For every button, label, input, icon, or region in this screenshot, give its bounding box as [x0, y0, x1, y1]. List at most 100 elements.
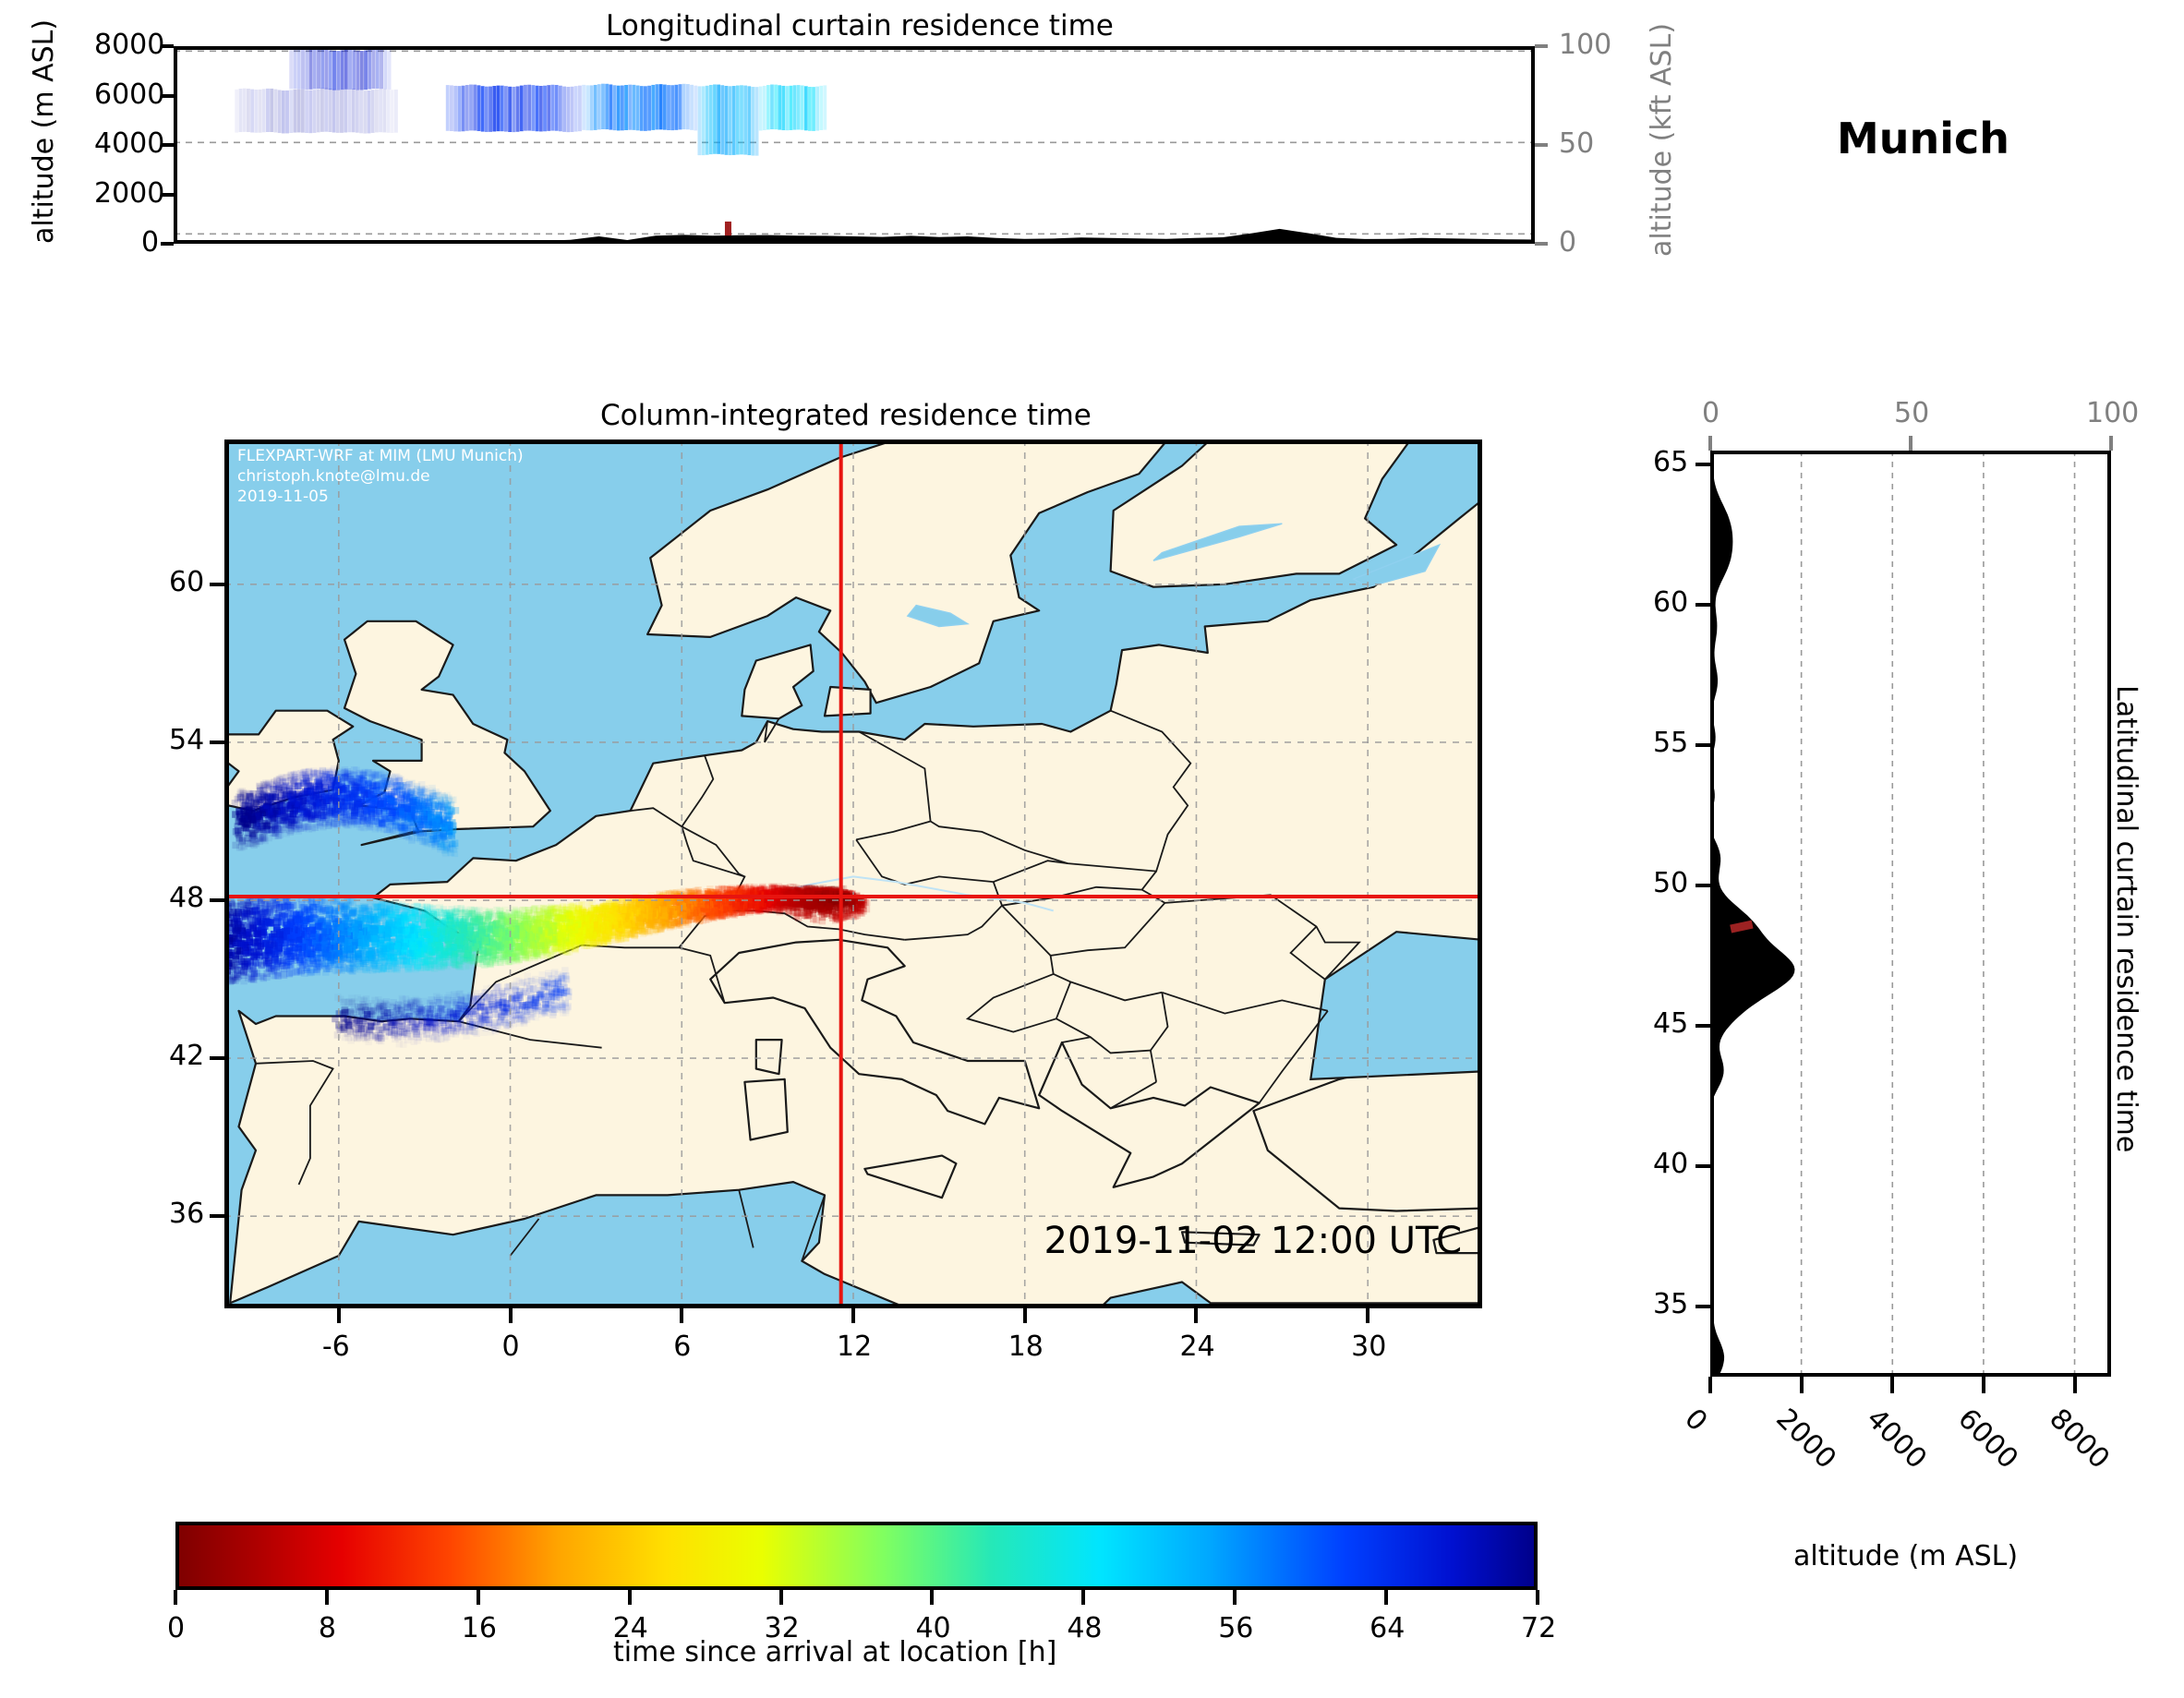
curtain-ytick-kft-50: 50: [1559, 127, 1595, 160]
tick-mark: [161, 143, 174, 147]
column-integrated-map[interactable]: FLEXPART-WRF at MIM (LMU Munich) christo…: [224, 440, 1482, 1308]
curtain-ytick-0: 0: [141, 226, 160, 259]
credit-line-1: FLEXPART-WRF at MIM (LMU Munich): [237, 447, 524, 465]
map-ytick-36: 36: [169, 1198, 205, 1231]
tick-mark: [508, 1308, 513, 1323]
colorbar-tick-16: 16: [461, 1612, 497, 1644]
map-title: Column-integrated residence time: [600, 399, 1092, 432]
colorbar[interactable]: [175, 1522, 1538, 1590]
map-xtick--6: -6: [321, 1331, 350, 1363]
tick-mark: [210, 898, 224, 902]
tick-mark: [210, 582, 224, 586]
tick-mark: [1233, 1590, 1237, 1605]
lat-xtick-kft-50: 50: [1894, 397, 1930, 429]
lat-ytick-65: 65: [1653, 446, 1689, 479]
tick-mark: [1708, 436, 1712, 451]
curtain-ytick-8000: 8000: [94, 29, 165, 61]
colorbar-tick-24: 24: [612, 1612, 648, 1644]
map-xtick-6: 6: [673, 1331, 692, 1363]
tick-mark: [1081, 1590, 1086, 1605]
tick-mark: [1981, 1377, 1985, 1393]
lat-panel-label: Latitudinal curtain residence time: [2110, 685, 2142, 1153]
terrain-profile: [174, 228, 1535, 244]
tick-mark: [210, 1056, 224, 1061]
map-ytick-60: 60: [169, 565, 205, 598]
tick-mark: [1799, 1377, 1804, 1393]
tick-mark: [1909, 436, 1913, 451]
tick-mark: [930, 1590, 935, 1605]
tick-mark: [1366, 1308, 1370, 1323]
tick-mark: [778, 1590, 783, 1605]
timestamp-label: 2019-11-02 12:00 UTC: [1044, 1220, 1462, 1262]
lat-xtick-2000: 2000: [1768, 1403, 1842, 1475]
map-xtick-24: 24: [1179, 1331, 1215, 1363]
colorbar-label: time since arrival at location [h]: [613, 1636, 1057, 1668]
plume-field: [224, 765, 871, 1044]
credit-line-2: christoph.knote@lmu.de: [237, 466, 430, 486]
map-ytick-42: 42: [169, 1040, 205, 1073]
lat-ytick-40: 40: [1653, 1148, 1689, 1181]
map-xtick-18: 18: [1008, 1331, 1044, 1363]
lat-xtick-0: 0: [1678, 1403, 1714, 1439]
map-xtick-0: 0: [501, 1331, 520, 1363]
tick-mark: [1384, 1590, 1389, 1605]
lat-ytick-60: 60: [1653, 586, 1689, 620]
latitudinal-curtain-plot[interactable]: [1710, 451, 2111, 1377]
tick-mark: [476, 1590, 480, 1605]
curtain-ytick-6000: 6000: [94, 78, 165, 111]
lat-canvas: [1710, 451, 2076, 1377]
colorbar-gradient: [179, 1525, 1534, 1586]
tick-mark: [161, 192, 174, 197]
tick-mark: [627, 1590, 632, 1605]
colorbar-tick-56: 56: [1218, 1612, 1254, 1644]
curtain-ytick-kft-100: 100: [1559, 29, 1612, 61]
lat-xtick-kft-0: 0: [1702, 397, 1720, 429]
munich-marker: [724, 221, 731, 236]
colorbar-tick-8: 8: [318, 1612, 336, 1644]
tick-mark: [1535, 44, 1548, 48]
lat-xtick-6000: 6000: [1951, 1403, 2024, 1475]
tick-mark: [210, 740, 224, 744]
lat-ytick-35: 35: [1653, 1288, 1689, 1320]
curtain-ytick-2000: 2000: [94, 176, 165, 210]
longitudinal-curtain-title: Longitudinal curtain residence time: [606, 9, 1114, 42]
tick-mark: [2072, 1377, 2077, 1393]
colorbar-tick-72: 72: [1521, 1612, 1557, 1644]
curtain-ytick-4000: 4000: [94, 127, 165, 160]
curtain-ylabel-left: altitude (m ASL): [28, 18, 60, 244]
tick-mark: [680, 1308, 684, 1323]
tick-mark: [1695, 1024, 1710, 1029]
tick-mark: [1536, 1590, 1539, 1605]
tick-mark: [851, 1308, 855, 1323]
tick-mark: [1535, 242, 1548, 246]
tick-mark: [1695, 743, 1710, 748]
location-title: Munich: [1837, 114, 2010, 163]
tick-mark: [1695, 884, 1710, 888]
curtain-canvas: [174, 48, 1535, 244]
tick-mark: [161, 242, 174, 246]
colorbar-tick-0: 0: [167, 1612, 186, 1644]
credit-block: FLEXPART-WRF at MIM (LMU Munich) christo…: [237, 447, 524, 507]
tick-mark: [1890, 1377, 1895, 1393]
tick-mark: [1695, 603, 1710, 608]
tick-mark: [1022, 1308, 1027, 1323]
tick-mark: [1535, 143, 1548, 147]
lat-xtick-kft-100: 100: [2086, 397, 2140, 429]
lat-xtick-8000: 8000: [2042, 1403, 2116, 1475]
longitudinal-curtain-plot[interactable]: [174, 46, 1535, 244]
tick-mark: [1194, 1308, 1199, 1323]
map-canvas: [224, 440, 1482, 1308]
lat-ytick-50: 50: [1653, 867, 1689, 900]
tick-mark: [2109, 436, 2113, 451]
tick-mark: [210, 1214, 224, 1219]
tick-mark: [161, 44, 174, 48]
tick-mark: [1695, 1305, 1710, 1308]
tick-mark: [1695, 1164, 1710, 1169]
lat-xtick-4000: 4000: [1860, 1403, 1934, 1475]
curtain-frame: [174, 46, 1535, 244]
curtain-ytick-kft-0: 0: [1559, 226, 1577, 259]
lat-xlabel: altitude (m ASL): [1793, 1540, 2019, 1572]
tick-mark: [1708, 1377, 1712, 1393]
curtain-ylabel-right: altitude (kft ASL): [1646, 22, 1678, 257]
colorbar-tick-32: 32: [764, 1612, 800, 1644]
